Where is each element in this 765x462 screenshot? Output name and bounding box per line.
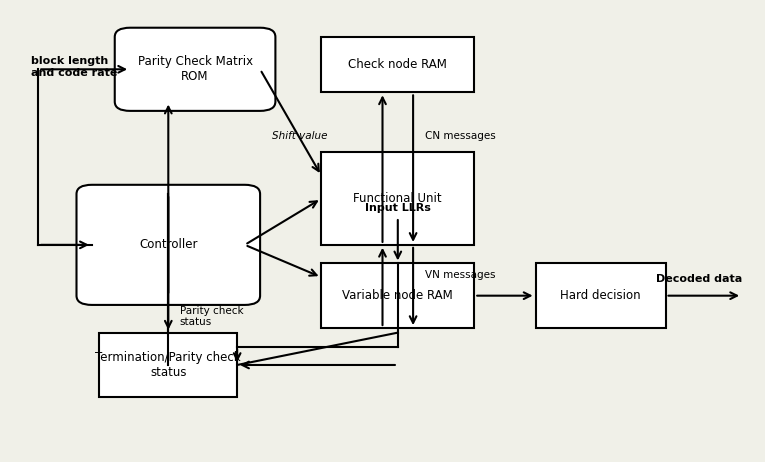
FancyBboxPatch shape — [536, 263, 666, 328]
Text: Input LLRs: Input LLRs — [365, 202, 431, 213]
Text: CN messages: CN messages — [425, 131, 495, 141]
Text: Parity check
status: Parity check status — [180, 306, 243, 327]
Text: Decoded data: Decoded data — [656, 274, 742, 284]
FancyBboxPatch shape — [99, 333, 237, 397]
Text: block length
and code rate: block length and code rate — [31, 56, 117, 78]
Text: Hard decision: Hard decision — [560, 289, 641, 302]
Text: Controller: Controller — [139, 238, 197, 251]
FancyBboxPatch shape — [321, 37, 474, 92]
Text: Termination/Parity check
status: Termination/Parity check status — [96, 351, 241, 379]
Text: Shift value: Shift value — [272, 131, 327, 141]
Text: Functional Unit: Functional Unit — [353, 192, 442, 205]
Text: Parity Check Matrix
ROM: Parity Check Matrix ROM — [138, 55, 252, 83]
Text: Check node RAM: Check node RAM — [348, 58, 448, 71]
Text: VN messages: VN messages — [425, 270, 495, 280]
FancyBboxPatch shape — [76, 185, 260, 305]
FancyBboxPatch shape — [321, 263, 474, 328]
Text: Variable node RAM: Variable node RAM — [343, 289, 453, 302]
FancyBboxPatch shape — [115, 28, 275, 111]
FancyBboxPatch shape — [321, 152, 474, 245]
